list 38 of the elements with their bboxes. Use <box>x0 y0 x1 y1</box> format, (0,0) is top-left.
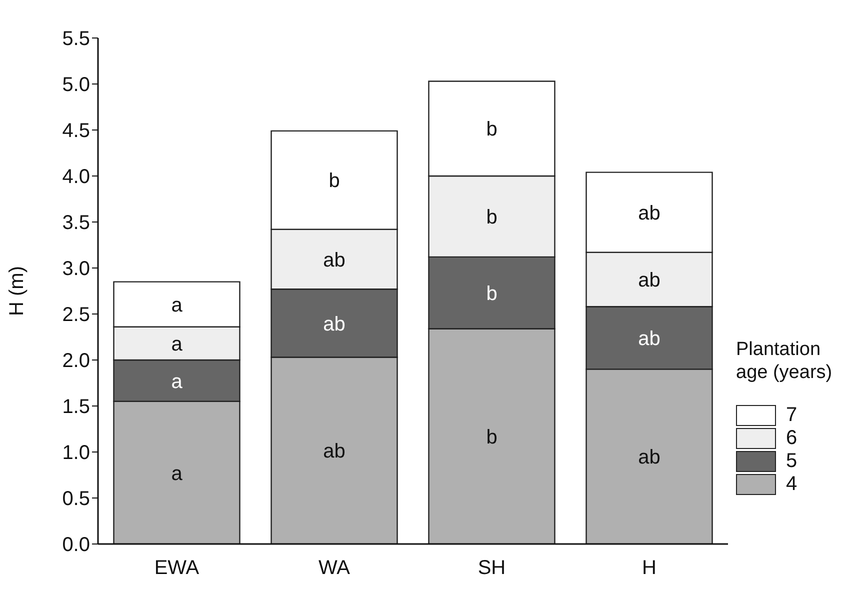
data-label: ab <box>638 446 660 469</box>
y-tick-label: 3.0 <box>62 258 90 280</box>
y-tick-label: 0.0 <box>62 534 90 556</box>
y-tick-label: 3.5 <box>62 212 90 234</box>
y-axis-title: H (m) <box>6 266 28 316</box>
y-tick-label: 0.5 <box>62 488 90 510</box>
data-label: ab <box>638 328 660 350</box>
y-tick-label: 1.5 <box>62 396 90 418</box>
legend-label: 4 <box>786 473 798 496</box>
y-tick-label: 1.0 <box>62 442 90 464</box>
data-label: a <box>171 294 184 316</box>
legend-label: 5 <box>786 450 798 473</box>
data-label: b <box>486 206 498 229</box>
x-tick-label: EWA <box>154 557 200 580</box>
data-label: b <box>486 426 498 448</box>
data-label: ab <box>323 440 346 463</box>
y-tick-label: 4.0 <box>62 166 90 188</box>
x-tick-label: SH <box>478 557 506 580</box>
data-label: b <box>486 118 498 141</box>
y-tick-label: 5.0 <box>62 74 90 96</box>
data-label: b <box>486 282 498 305</box>
data-label: ab <box>323 249 346 272</box>
data-label: ab <box>323 313 346 336</box>
data-label: a <box>171 334 184 356</box>
legend-label: 7 <box>786 404 798 427</box>
data-label: a <box>171 462 184 485</box>
y-tick-label: 2.5 <box>62 304 90 326</box>
data-label: ab <box>638 202 660 224</box>
y-tick-label: 4.5 <box>62 120 90 142</box>
y-tick-label: 5.5 <box>62 28 90 50</box>
data-label: b <box>328 170 340 192</box>
data-label: a <box>171 370 184 393</box>
data-label: ab <box>638 270 660 292</box>
legend-title: Plantation age (years) <box>736 338 834 384</box>
x-tick-label: H <box>642 557 656 580</box>
x-tick-label: WA <box>318 557 351 580</box>
y-tick-label: 2.0 <box>62 350 90 372</box>
legend-label: 6 <box>786 427 798 450</box>
